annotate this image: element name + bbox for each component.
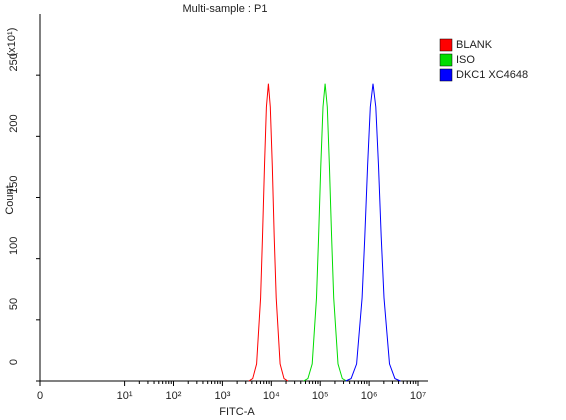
legend-label: ISO <box>456 54 475 66</box>
y-tick-label: 100 <box>8 237 20 255</box>
chart-title: Multi-sample : P1 <box>183 3 268 15</box>
y-tick-label: 0 <box>8 359 20 365</box>
x-tick-label: 0 <box>37 390 43 402</box>
legend-label: BLANK <box>456 39 493 51</box>
x-tick-label: 10⁶ <box>361 390 378 402</box>
x-tick-label: 10⁴ <box>263 390 280 402</box>
x-tick-label: 10³ <box>214 390 230 402</box>
y-tick-label: 50 <box>8 298 20 310</box>
legend-swatch <box>439 68 453 82</box>
legend-swatch <box>439 38 453 52</box>
legend-swatch <box>439 53 453 67</box>
y-multiplier: (x10¹) <box>6 28 18 57</box>
x-tick-label: 10⁷ <box>410 390 426 402</box>
y-tick-label: 250 <box>8 53 20 71</box>
x-tick-label: 10² <box>166 390 182 402</box>
y-tick-label: 150 <box>8 176 20 194</box>
histogram-line <box>303 83 347 382</box>
x-tick-label: 10¹ <box>117 390 133 402</box>
x-axis-label: FITC-A <box>219 406 255 418</box>
y-tick-label: 200 <box>8 114 20 132</box>
x-tick-label: 10⁵ <box>312 390 329 402</box>
histogram-line <box>345 83 401 382</box>
histogram-line <box>248 83 289 382</box>
y-axis-label: Count <box>4 185 16 214</box>
legend-label: DKC1 XC4648 <box>456 69 528 81</box>
